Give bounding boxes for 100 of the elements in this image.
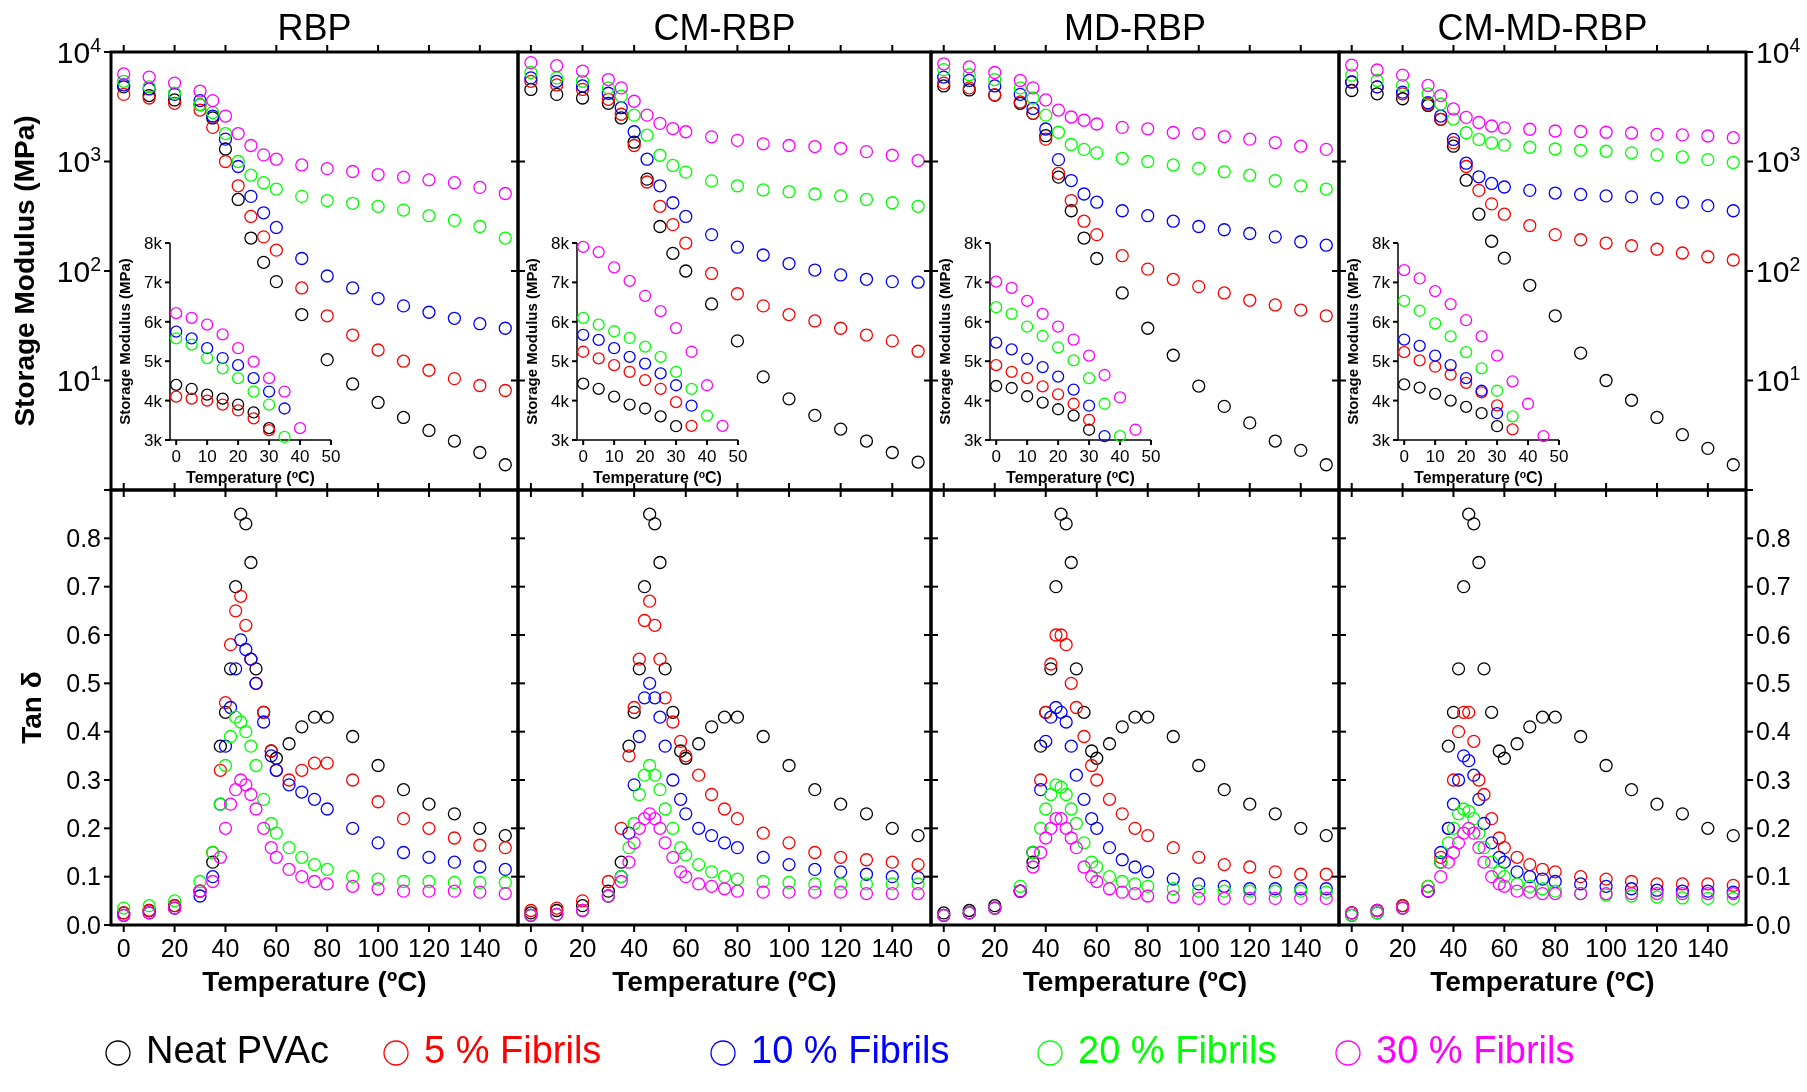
x-tick-label: 50 — [321, 447, 341, 466]
y-tick-label: 7k — [1372, 273, 1391, 293]
y-axis-title: Tan δ — [16, 671, 47, 744]
x-tick-label: 20 — [980, 934, 1009, 962]
y-tick-label: 3k — [964, 430, 983, 450]
y-tick-label: 10$^{2}$ — [1756, 252, 1801, 288]
x-tick-label: 40 — [1518, 447, 1538, 466]
x-tick-label: 30 — [666, 447, 686, 466]
y-tick-label: 7k — [551, 273, 570, 293]
y-tick-label: 0.6 — [66, 620, 101, 649]
y-tick-label: 0.3 — [1756, 765, 1791, 794]
y-tick-label: 4k — [964, 391, 983, 411]
x-tick-label: 120 — [1636, 934, 1678, 962]
x-tick-label: 30 — [1079, 447, 1099, 466]
x-axis-title: Temperature ($^{o}$C) — [186, 468, 315, 486]
x-tick-label: 40 — [697, 447, 717, 466]
x-tick-label: 50 — [1549, 447, 1569, 466]
x-tick-label: 100 — [768, 934, 810, 962]
x-tick-label: 80 — [1541, 934, 1570, 962]
y-tick-label: 3k — [551, 430, 570, 450]
y-tick-label: 0.5 — [1756, 669, 1791, 698]
y-tick-label: 4k — [1372, 391, 1391, 411]
x-axis-title: Temperature (ºC) — [202, 966, 427, 997]
x-tick-label: 100 — [1177, 934, 1220, 962]
x-tick-label: 120 — [819, 934, 862, 962]
y-tick-label: 7k — [144, 273, 163, 293]
x-axis-title: Temperature (ºC) — [1022, 966, 1248, 997]
y-tick-label: 0.4 — [66, 717, 102, 746]
y-tick-label: 3k — [1372, 430, 1391, 450]
x-tick-label: 0 — [171, 447, 181, 466]
x-tick-label: 120 — [1228, 934, 1271, 962]
y-tick-label: 6k — [1372, 312, 1391, 332]
y-tick-label: 0.7 — [1756, 572, 1791, 601]
legend-label: Neat PVAc — [146, 1029, 330, 1071]
y-tick-label: 0.8 — [1756, 524, 1791, 553]
y-tick-label: 0.2 — [66, 814, 101, 843]
x-tick-label: 100 — [1585, 934, 1627, 962]
x-tick-label: 0 — [991, 447, 1001, 466]
y-axis-title: Storage Modulus (MPa) — [9, 115, 40, 427]
chart-title: CM-RBP — [653, 7, 796, 48]
x-tick-label: 40 — [211, 934, 240, 962]
y-tick-label: 0.8 — [66, 524, 101, 553]
x-tick-label: 80 — [313, 934, 342, 962]
y-axis-title: Storage Modulus (MPa) — [523, 258, 540, 425]
x-tick-label: 20 — [228, 447, 248, 466]
y-tick-label: 10$^{2}$ — [56, 252, 101, 288]
x-tick-label: 0 — [1399, 447, 1409, 466]
x-tick-label: 60 — [262, 934, 291, 962]
x-tick-label: 40 — [620, 934, 649, 962]
y-tick-label: 10$^{4}$ — [1756, 33, 1801, 69]
x-axis-title: Temperature (ºC) — [612, 966, 837, 997]
y-tick-label: 0.7 — [66, 572, 101, 601]
x-tick-label: 0 — [1344, 934, 1359, 962]
x-tick-label: 10 — [604, 447, 624, 466]
x-axis-title: Temperature ($^{o}$C) — [1414, 468, 1543, 486]
x-tick-label: 10 — [1017, 447, 1037, 466]
y-tick-label: 0.3 — [66, 765, 101, 794]
y-tick-label: 10$^{3}$ — [1756, 143, 1801, 178]
y-tick-label: 0.0 — [66, 910, 101, 939]
x-tick-label: 0 — [936, 934, 951, 962]
y-tick-label: 0.6 — [1756, 620, 1791, 649]
x-tick-label: 20 — [1388, 934, 1417, 962]
x-tick-label: 80 — [1133, 934, 1162, 962]
x-tick-label: 60 — [1490, 934, 1519, 962]
x-tick-label: 20 — [1048, 447, 1068, 466]
y-axis-title: Storage Modulus (MPa) — [1344, 258, 1361, 425]
y-tick-label: 0.4 — [1756, 717, 1791, 746]
x-tick-label: 20 — [160, 934, 189, 962]
x-tick-label: 140 — [871, 934, 914, 962]
x-tick-label: 40 — [1110, 447, 1130, 466]
x-tick-label: 50 — [728, 447, 748, 466]
x-tick-label: 80 — [723, 934, 752, 962]
y-tick-label: 10$^{3}$ — [56, 143, 101, 178]
x-axis-title: Temperature ($^{o}$C) — [1006, 468, 1135, 486]
y-tick-label: 6k — [551, 312, 570, 332]
y-tick-label: 7k — [964, 273, 983, 293]
y-tick-label: 8k — [144, 233, 163, 253]
x-tick-label: 0 — [523, 934, 538, 962]
x-tick-label: 140 — [1279, 934, 1322, 962]
y-tick-label: 0.1 — [1756, 862, 1791, 891]
chart-title: MD-RBP — [1064, 7, 1206, 48]
x-tick-label: 40 — [1439, 934, 1468, 962]
x-tick-label: 20 — [568, 934, 597, 962]
x-tick-label: 60 — [671, 934, 700, 962]
x-axis-title: Temperature ($^{o}$C) — [593, 468, 722, 486]
y-tick-label: 5k — [964, 352, 983, 372]
y-tick-label: 3k — [144, 430, 163, 450]
legend-label: 5 % Fibrils — [424, 1029, 602, 1071]
legend-label: 30 % Fibrils — [1376, 1029, 1575, 1071]
x-tick-label: 10 — [197, 447, 217, 466]
x-tick-label: 40 — [1031, 934, 1060, 962]
y-tick-label: 10$^{1}$ — [1756, 362, 1801, 397]
x-tick-label: 0 — [116, 934, 131, 962]
y-axis-title: Storage Modulus (MPa) — [116, 258, 133, 425]
y-tick-label: 8k — [964, 233, 983, 253]
y-tick-label: 6k — [144, 312, 163, 332]
legend-label: 10 % Fibrils — [751, 1029, 950, 1071]
y-tick-label: 0.5 — [66, 669, 101, 698]
y-tick-label: 10$^{4}$ — [56, 33, 102, 69]
y-tick-label: 6k — [964, 312, 983, 332]
